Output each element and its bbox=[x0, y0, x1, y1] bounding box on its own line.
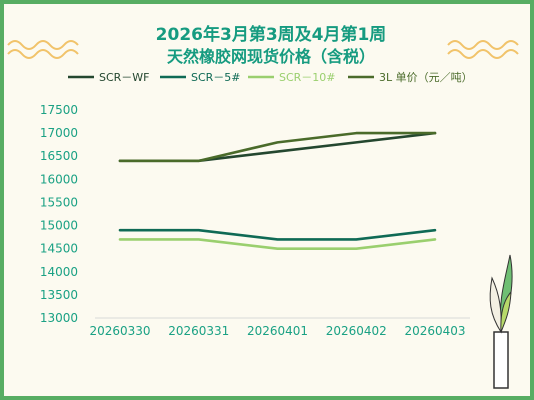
x-tick-label: 20260401 bbox=[247, 324, 308, 338]
wave-decoration-left bbox=[7, 40, 79, 59]
legend-label: SCR－WF bbox=[99, 71, 150, 84]
x-tick-label: 20260402 bbox=[326, 324, 387, 338]
decoration bbox=[7, 40, 519, 389]
y-tick-label: 16000 bbox=[40, 172, 78, 186]
legend-item-4: 3L 单价（元／吨） bbox=[348, 71, 473, 84]
series-line-4 bbox=[118, 131, 437, 163]
legend-item-2: SCR－5# bbox=[160, 71, 241, 84]
x-tick-label: 20260403 bbox=[404, 324, 465, 338]
series-line-1 bbox=[118, 131, 437, 163]
y-tick-label: 17500 bbox=[40, 103, 78, 117]
chart-title-line2: 天然橡胶网现货价格（含税） bbox=[166, 47, 375, 66]
x-tick-label: 20260331 bbox=[168, 324, 229, 338]
legend-label: SCR－10# bbox=[279, 71, 336, 84]
y-tick-label: 15500 bbox=[40, 195, 78, 209]
series-line-2 bbox=[118, 228, 437, 241]
x-tick-label: 20260330 bbox=[89, 324, 150, 338]
legend: SCR－WF SCR－5# SCR－10# 3L 单价（元／吨） bbox=[68, 71, 473, 84]
y-tick-label: 14000 bbox=[40, 265, 78, 279]
legend-item-1: SCR－WF bbox=[68, 71, 150, 84]
x-axis: 20260330 20260331 20260401 20260402 20260403 bbox=[89, 317, 470, 338]
legend-label: 3L 单价（元／吨） bbox=[379, 71, 473, 84]
y-tick-label: 15000 bbox=[40, 219, 78, 233]
legend-item-3: SCR－10# bbox=[248, 71, 336, 84]
y-tick-label: 17000 bbox=[40, 126, 78, 140]
series-lines bbox=[118, 131, 437, 250]
y-tick-label: 13500 bbox=[40, 288, 78, 302]
y-tick-label: 14500 bbox=[40, 242, 78, 256]
wave-decoration-right bbox=[447, 40, 519, 59]
y-tick-label: 13000 bbox=[40, 311, 78, 325]
y-tick-label: 16500 bbox=[40, 149, 78, 163]
series-line-3 bbox=[118, 238, 437, 250]
y-axis: 13000 13500 14000 14500 15000 15500 16000 16500… bbox=[40, 103, 78, 325]
chart-title-line1: 2026年3月第3周及4月第1周 bbox=[155, 25, 387, 45]
legend-label: SCR－5# bbox=[191, 71, 241, 84]
plant-icon bbox=[489, 254, 513, 389]
